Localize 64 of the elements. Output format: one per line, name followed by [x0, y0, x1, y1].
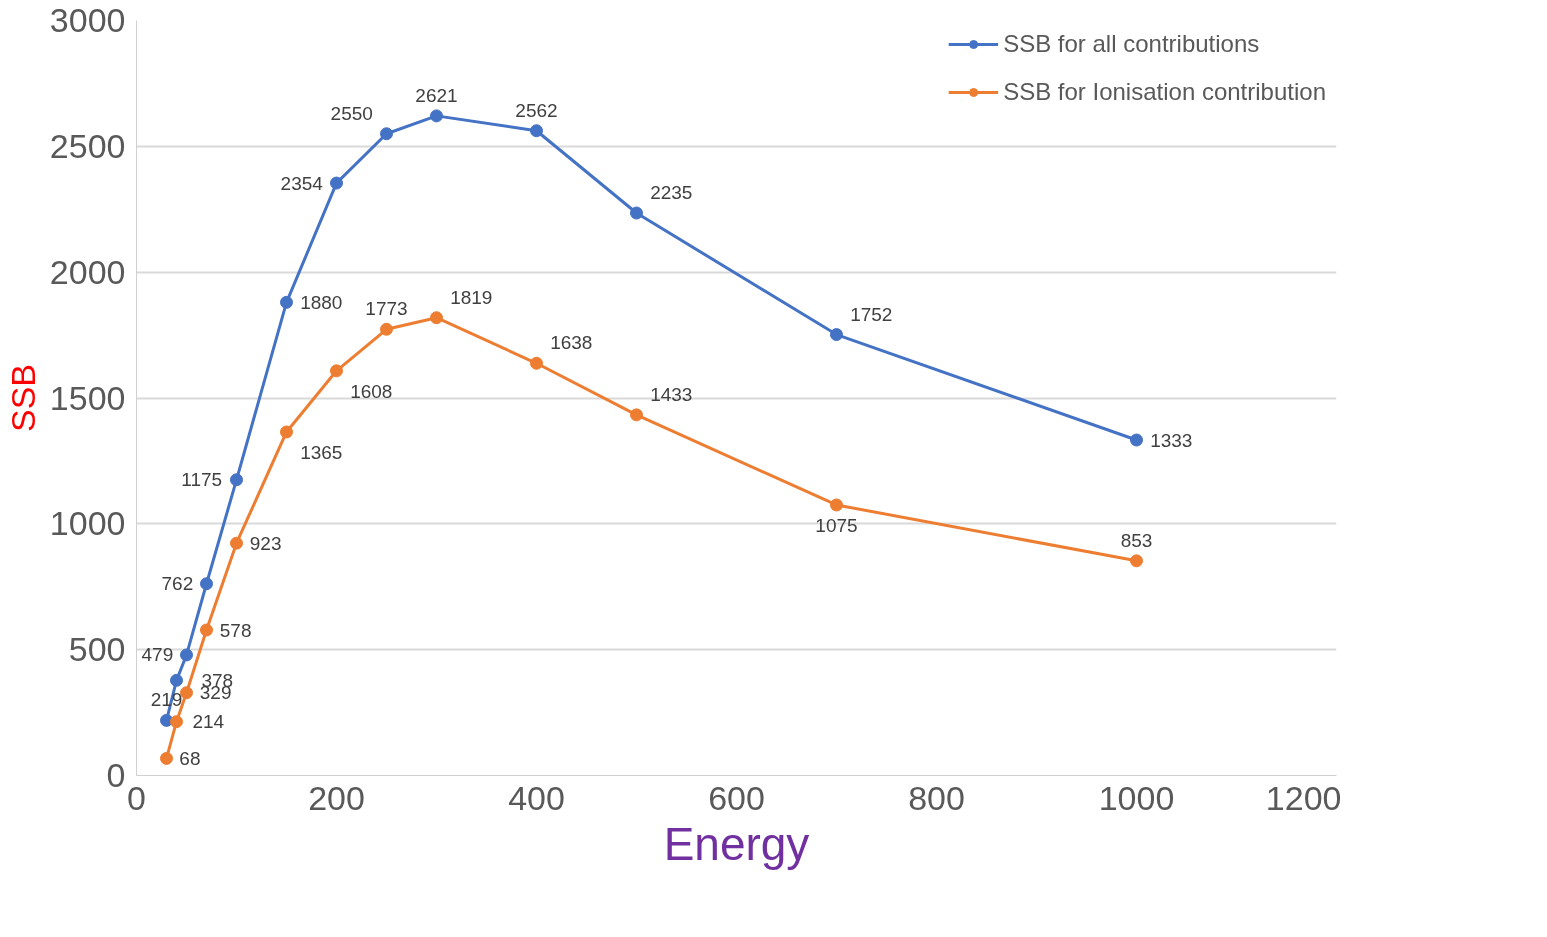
y-tick-label: 3000	[49, 1, 126, 39]
data-label: 1773	[365, 298, 408, 320]
point	[380, 322, 393, 336]
data-label: 578	[219, 619, 252, 641]
data-label: 1365	[300, 441, 343, 463]
point	[330, 176, 343, 190]
data-label: 2621	[415, 84, 458, 106]
x-tick-label: 1200	[1265, 778, 1342, 817]
point	[330, 364, 343, 378]
point	[830, 498, 843, 512]
y-tick-label: 1500	[49, 378, 126, 417]
data-label: 2235	[650, 182, 693, 204]
data-label: 1752	[850, 303, 893, 325]
point	[280, 295, 293, 309]
point	[380, 127, 393, 141]
point	[430, 311, 443, 325]
point	[230, 473, 243, 487]
point	[1130, 554, 1143, 568]
x-tick-label: 800	[908, 778, 965, 817]
point	[230, 536, 243, 550]
y-axis-title: SSB	[3, 363, 42, 433]
point	[160, 751, 173, 765]
point	[170, 673, 183, 687]
point	[1130, 433, 1143, 447]
point	[830, 328, 843, 342]
data-label: 1333	[1150, 429, 1193, 451]
point	[200, 577, 213, 591]
data-label: 2354	[280, 172, 324, 194]
point	[430, 109, 443, 123]
point	[180, 648, 193, 662]
data-label: 1075	[815, 514, 858, 536]
y-tick-label: 2000	[49, 252, 126, 291]
x-tick-label: 200	[308, 778, 365, 817]
data-label: 1638	[550, 332, 593, 354]
x-axis-title: Energy	[663, 817, 810, 870]
data-label: 214	[192, 711, 225, 733]
point	[180, 686, 193, 700]
data-label: 68	[179, 747, 201, 769]
point	[280, 425, 293, 439]
point	[630, 408, 643, 422]
data-label: 762	[161, 573, 194, 595]
data-label: 1880	[300, 291, 343, 313]
data-label: 1175	[181, 469, 223, 491]
point	[170, 715, 183, 729]
data-label: 1819	[450, 286, 493, 308]
data-label: 2550	[330, 102, 373, 124]
y-tick-label: 500	[68, 630, 126, 669]
point	[530, 124, 543, 138]
x-tick-label: 1000	[1098, 778, 1175, 817]
y-tick-label: 2500	[49, 126, 126, 165]
data-label: 1433	[650, 383, 693, 405]
x-tick-label: 600	[708, 778, 765, 817]
data-label: 479	[141, 644, 174, 666]
x-tick-label: 400	[508, 778, 565, 817]
legend-label: SSB for all contributions	[1003, 30, 1260, 58]
point	[530, 356, 543, 370]
data-label: 853	[1120, 529, 1153, 551]
data-label: 1608	[350, 380, 393, 402]
legend-label: SSB for Ionisation contribution	[1003, 78, 1326, 106]
y-tick-label: 1000	[49, 504, 126, 543]
data-label: 2562	[515, 99, 558, 121]
data-label: 923	[249, 532, 282, 554]
point	[200, 623, 213, 637]
point	[630, 206, 643, 220]
